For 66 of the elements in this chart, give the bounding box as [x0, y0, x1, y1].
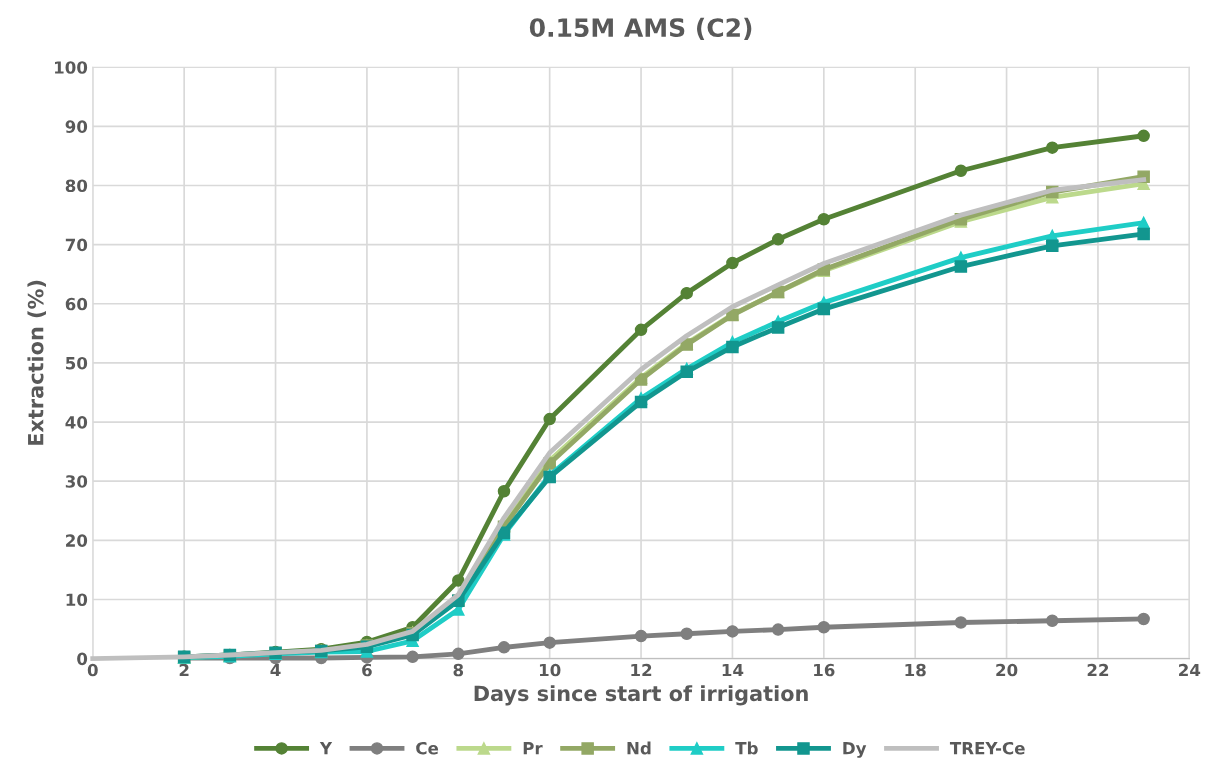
x-tick-label: 14 — [722, 663, 744, 677]
point — [497, 641, 511, 654]
legend-label: Pr — [523, 742, 543, 755]
x-tick-label: 2 — [179, 663, 189, 677]
legend-label: TREY-Ce — [949, 741, 1025, 755]
point — [680, 286, 694, 300]
y-tick-label: 90 — [65, 120, 88, 133]
point — [1137, 129, 1150, 143]
point — [634, 629, 648, 643]
legend-label: Tb — [735, 741, 758, 755]
y-axis-title: Extraction (%) — [27, 280, 46, 445]
point — [634, 395, 648, 409]
point — [771, 623, 785, 636]
point — [1137, 612, 1150, 626]
y-tick-label: 100 — [55, 61, 88, 74]
point — [954, 260, 968, 273]
y-tick-label: 20 — [66, 534, 88, 547]
point — [817, 302, 831, 316]
x-tick-label: 18 — [905, 663, 926, 677]
point — [726, 256, 739, 270]
point — [634, 323, 648, 337]
point — [1046, 141, 1059, 154]
x-tick-label: 20 — [996, 663, 1018, 677]
point — [543, 636, 556, 649]
point — [1046, 614, 1059, 628]
point — [680, 365, 694, 379]
y-tick-label: 30 — [65, 475, 88, 488]
y-tick-label: 70 — [65, 238, 88, 252]
x-tick-label: 16 — [814, 663, 835, 677]
x-tick-label: 22 — [1087, 663, 1109, 677]
legend-label: Nd — [627, 741, 651, 755]
y-tick-label: 50 — [66, 356, 88, 370]
y-tick-label: 60 — [65, 297, 88, 311]
x-tick-label: 10 — [539, 663, 561, 677]
legend-label: Dy — [843, 742, 867, 758]
point — [1137, 227, 1150, 241]
point — [1137, 216, 1150, 230]
point — [452, 647, 465, 661]
point — [452, 574, 465, 587]
point — [817, 212, 831, 226]
x-tick-label: 4 — [270, 663, 281, 677]
y-tick-label: 80 — [65, 179, 88, 193]
point — [406, 650, 419, 664]
point — [1046, 239, 1059, 253]
x-tick-label: 8 — [453, 663, 464, 677]
chart-title: 0.15M AMS (C2) — [529, 17, 752, 40]
point — [817, 621, 831, 634]
x-tick-label: 12 — [631, 663, 652, 677]
legend-label: Y — [319, 742, 333, 755]
point — [771, 321, 785, 334]
point — [726, 340, 739, 354]
x-axis-title: Days since start of irrigation — [474, 685, 808, 706]
point — [954, 164, 968, 177]
point — [954, 616, 968, 629]
point — [497, 484, 511, 498]
point — [543, 412, 556, 426]
x-tick-label: 6 — [362, 663, 372, 677]
point — [771, 233, 785, 246]
y-tick-label: 10 — [66, 593, 88, 607]
x-tick-label: 24 — [1179, 663, 1201, 677]
point — [726, 625, 739, 638]
y-tick-label: 0 — [77, 652, 88, 666]
legend-label: Ce — [416, 741, 439, 755]
point — [680, 627, 694, 641]
x-tick-label: 0 — [87, 663, 98, 677]
y-tick-label: 40 — [65, 416, 88, 429]
